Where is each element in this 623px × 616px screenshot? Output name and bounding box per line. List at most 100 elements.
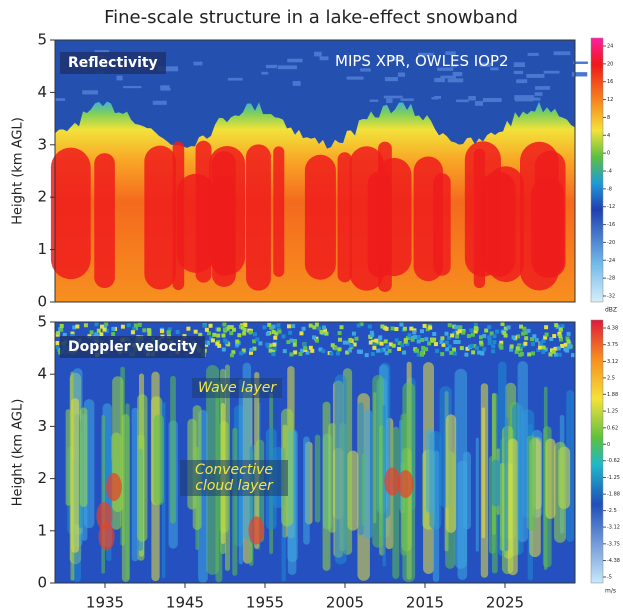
colorbar-unit: dBZ bbox=[605, 307, 617, 314]
field-noise bbox=[549, 337, 554, 342]
field-core bbox=[248, 516, 265, 545]
field-noise bbox=[543, 347, 548, 352]
field-noise bbox=[59, 327, 64, 332]
field-streak bbox=[491, 459, 501, 507]
field-noise bbox=[465, 346, 470, 351]
field-speck bbox=[319, 56, 329, 61]
field-noise bbox=[522, 326, 527, 331]
field-streak bbox=[334, 374, 347, 565]
field-noise bbox=[160, 329, 165, 334]
field-noise bbox=[473, 329, 478, 334]
field-noise bbox=[570, 353, 575, 358]
colorbar-label: -4 bbox=[607, 169, 612, 175]
field-noise bbox=[518, 352, 523, 357]
field-noise bbox=[104, 328, 109, 333]
field-streak bbox=[517, 361, 528, 543]
field-core bbox=[304, 154, 336, 280]
colorbar-label: 1.25 bbox=[607, 409, 618, 415]
field-noise bbox=[559, 337, 564, 342]
field-streak bbox=[65, 409, 71, 506]
field-noise bbox=[471, 350, 476, 355]
field-noise bbox=[216, 333, 221, 338]
colorbar-label: -0.62 bbox=[607, 458, 620, 464]
field-noise bbox=[491, 349, 496, 354]
field-noise bbox=[558, 327, 563, 332]
field-speck bbox=[265, 64, 278, 69]
field-noise bbox=[271, 349, 276, 354]
field-noise bbox=[301, 326, 306, 331]
field-core bbox=[195, 140, 212, 283]
field-noise bbox=[472, 344, 477, 349]
field-noise bbox=[376, 348, 381, 353]
field-noise bbox=[104, 322, 109, 327]
field-noise bbox=[229, 325, 234, 330]
field-noise bbox=[455, 330, 460, 335]
field-noise bbox=[240, 325, 245, 330]
field-streak bbox=[170, 375, 176, 524]
field-noise bbox=[289, 338, 294, 343]
field-noise bbox=[255, 337, 260, 342]
field-speck bbox=[390, 57, 404, 61]
field-noise bbox=[521, 331, 526, 336]
field-noise bbox=[452, 347, 457, 352]
field-noise bbox=[492, 340, 497, 345]
field-streak bbox=[445, 414, 457, 533]
field-noise bbox=[300, 348, 305, 353]
field-noise bbox=[385, 344, 390, 349]
colorbar-label: -3.12 bbox=[607, 525, 620, 531]
field-noise bbox=[215, 341, 220, 346]
colorbar-label: -3.75 bbox=[607, 541, 620, 547]
field-noise bbox=[499, 340, 504, 345]
field-streak bbox=[457, 460, 468, 580]
field-noise bbox=[553, 352, 558, 357]
field-noise bbox=[415, 348, 420, 353]
field-speck bbox=[82, 90, 99, 95]
y-tick-label: 0 bbox=[37, 574, 47, 592]
field-noise bbox=[452, 351, 457, 356]
field-noise bbox=[541, 350, 546, 355]
field-noise bbox=[133, 323, 138, 328]
field-noise bbox=[321, 331, 326, 336]
field-noise bbox=[394, 338, 399, 343]
colorbar-label: 0 bbox=[607, 151, 610, 157]
field-noise bbox=[378, 336, 383, 341]
colorbar-label: -1.88 bbox=[607, 492, 620, 498]
field-streak bbox=[526, 435, 536, 531]
field-speck bbox=[261, 71, 269, 75]
field-core bbox=[94, 153, 115, 288]
field-core bbox=[246, 144, 271, 291]
field-noise bbox=[249, 350, 254, 355]
y-tick-label: 0 bbox=[37, 293, 47, 311]
y-axis-label: Height (km AGL) bbox=[11, 399, 26, 507]
field-noise bbox=[459, 346, 464, 351]
field-noise bbox=[94, 322, 99, 327]
field-noise bbox=[446, 335, 451, 340]
field-speck bbox=[437, 67, 454, 71]
colorbar-label: 8 bbox=[607, 115, 610, 121]
colorbar-label: 0 bbox=[607, 442, 610, 448]
field-speck bbox=[514, 95, 535, 100]
field-noise bbox=[120, 324, 125, 329]
field-streak bbox=[314, 434, 321, 523]
field-noise bbox=[509, 347, 514, 352]
field-noise bbox=[410, 337, 415, 342]
field-noise bbox=[308, 323, 313, 328]
field-noise bbox=[506, 325, 511, 330]
field-noise bbox=[102, 327, 107, 332]
field-noise bbox=[503, 326, 508, 331]
field-noise bbox=[427, 341, 432, 346]
field-noise bbox=[62, 332, 67, 337]
field-noise bbox=[527, 352, 532, 357]
field-noise bbox=[458, 325, 463, 330]
x-tick-label: 2005 bbox=[326, 594, 364, 612]
field-core bbox=[273, 146, 285, 277]
field-core bbox=[50, 147, 91, 280]
field-noise bbox=[103, 325, 108, 330]
field-speck bbox=[314, 51, 322, 57]
field-noise bbox=[532, 334, 537, 339]
y-tick-label: 4 bbox=[37, 365, 47, 383]
field-noise bbox=[405, 336, 410, 341]
field-streak bbox=[425, 428, 435, 513]
field-noise bbox=[239, 351, 244, 356]
field-noise bbox=[553, 346, 558, 351]
